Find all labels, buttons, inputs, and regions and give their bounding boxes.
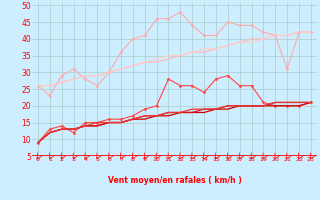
X-axis label: Vent moyen/en rafales ( km/h ): Vent moyen/en rafales ( km/h ): [108, 176, 241, 185]
